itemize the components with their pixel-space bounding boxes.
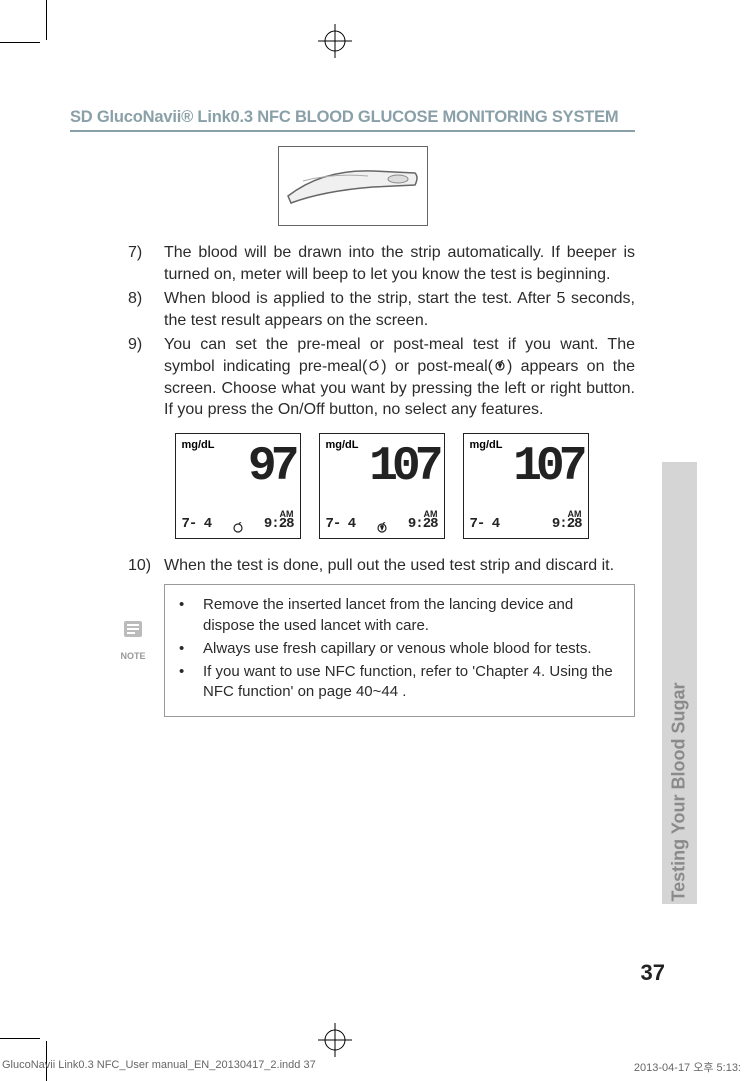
step-num: 9)	[128, 334, 164, 420]
lcd-date: 7- 4	[326, 515, 356, 534]
section-tab-label: Testing Your Blood Sugar	[669, 692, 690, 902]
step-9: 9) You can set the pre-meal or post-meal…	[128, 334, 635, 420]
step-7: 7) The blood will be drawn into the stri…	[128, 242, 635, 285]
step-text: When the test is done, pull out the used…	[164, 555, 635, 577]
lcd-time: 9:28	[264, 515, 294, 534]
step-text: The blood will be drawn into the strip a…	[164, 242, 635, 285]
lcd-value: 107	[470, 447, 582, 488]
step-num: 7)	[128, 242, 164, 285]
footer-date: 2013-04-17 오후 5:13:	[634, 1059, 741, 1075]
lcd-date: 7- 4	[182, 515, 212, 534]
note-item: •Remove the inserted lancet from the lan…	[179, 595, 622, 636]
lcd-pre-meal: mg/dL 97 AM 7- 4 9:28	[175, 433, 301, 539]
post-meal-icon	[493, 358, 507, 372]
page-number: 37	[641, 960, 665, 986]
step-8: 8) When blood is applied to the strip, s…	[128, 288, 635, 331]
lcd-time: 9:28	[552, 515, 582, 534]
step-text: When blood is applied to the strip, star…	[164, 288, 635, 331]
lcd-time: 9:28	[408, 515, 438, 534]
page-content: SD GlucoNavii® Link0.3 NFC BLOOD GLUCOSE…	[70, 108, 635, 717]
lcd-displays: mg/dL 97 AM 7- 4 9:28 mg/dL 107 AM 7- 4 …	[128, 433, 635, 539]
note-box: NOTE •Remove the inserted lancet from th…	[164, 584, 635, 716]
print-footer: GlucoNavii Link0.3 NFC_User manual_EN_20…	[2, 1059, 745, 1075]
header-rule	[70, 130, 635, 132]
pre-meal-icon	[231, 520, 245, 534]
lcd-post-meal: mg/dL 107 AM 7- 4 9:28	[319, 433, 445, 539]
note-item: •Always use fresh capillary or venous wh…	[179, 639, 622, 659]
footer-file: GlucoNavii Link0.3 NFC_User manual_EN_20…	[2, 1059, 316, 1075]
section-tab: Testing Your Blood Sugar	[662, 462, 697, 904]
pre-meal-icon	[367, 358, 381, 372]
lcd-value: 97	[182, 447, 294, 488]
note-icon: NOTE	[115, 615, 151, 662]
note-item: •If you want to use NFC function, refer …	[179, 662, 622, 703]
figure-strip-blood	[278, 146, 428, 226]
lcd-value: 107	[326, 447, 438, 488]
post-meal-icon	[375, 520, 389, 534]
step-num: 8)	[128, 288, 164, 331]
lcd-no-meal: mg/dL 107 AM 7- 4 9:28	[463, 433, 589, 539]
header-title: SD GlucoNavii® Link0.3 NFC BLOOD GLUCOSE…	[70, 108, 635, 127]
lcd-date: 7- 4	[470, 515, 500, 534]
note-label: NOTE	[115, 650, 151, 662]
step-10: 10) When the test is done, pull out the …	[128, 555, 635, 577]
step-num: 10)	[128, 555, 164, 577]
step-text: You can set the pre-meal or post-meal te…	[164, 334, 635, 420]
